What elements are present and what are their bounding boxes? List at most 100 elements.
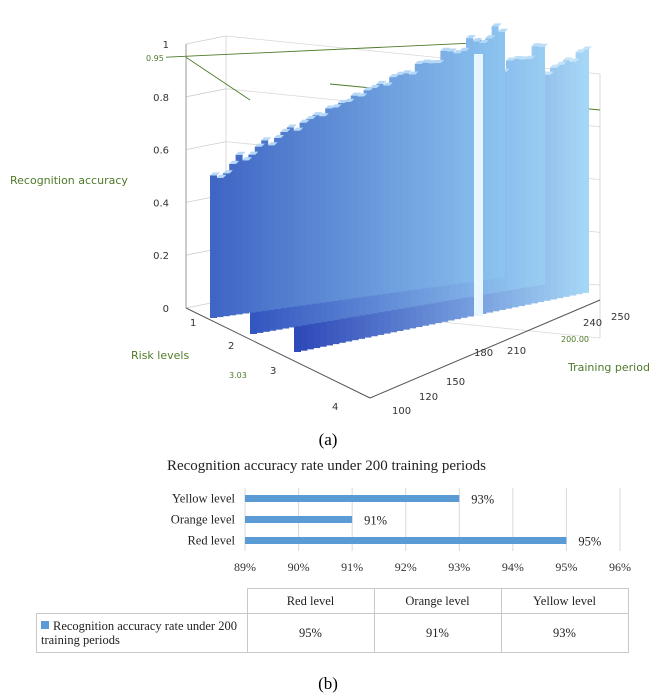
column-top xyxy=(569,58,580,62)
column-bar xyxy=(267,145,275,310)
table-value-orange: 91% xyxy=(373,613,502,653)
annotation-line xyxy=(165,42,471,58)
column-bar xyxy=(312,115,320,304)
period-tick-label: 180 xyxy=(474,348,493,359)
annotation-line xyxy=(185,56,251,101)
chart-data-table: Red level Orange level Yellow level Reco… xyxy=(36,588,629,653)
column-top xyxy=(370,84,380,88)
bar xyxy=(245,516,353,523)
data-label: 93% xyxy=(471,493,494,507)
column-top xyxy=(210,172,220,176)
column-top xyxy=(267,142,278,146)
period-tick-label: 240 xyxy=(583,318,602,329)
column-top xyxy=(254,143,265,147)
column-top xyxy=(248,151,259,155)
risk-tick-label: 4 xyxy=(332,402,338,413)
column-top xyxy=(389,74,400,78)
column-top xyxy=(293,127,304,131)
risk-tick-label: 1 xyxy=(190,318,196,329)
column-bar xyxy=(466,38,473,283)
table-series-name: Recognition accuracy rate under 200 trai… xyxy=(36,613,248,653)
chart-title: Recognition accuracy rate under 200 trai… xyxy=(166,458,487,474)
column-top xyxy=(363,87,374,91)
column-top xyxy=(575,49,586,53)
gridline xyxy=(185,141,227,150)
column-bar xyxy=(440,50,448,286)
legend-key xyxy=(41,621,49,629)
column-top xyxy=(472,38,483,42)
column-bar xyxy=(344,101,352,300)
column-top xyxy=(427,60,438,64)
column-bar xyxy=(306,119,313,305)
category-label: Orange level xyxy=(171,513,236,527)
column-top xyxy=(582,46,592,50)
column-top xyxy=(331,104,342,108)
column-bar xyxy=(491,26,499,279)
column-top xyxy=(216,174,227,178)
column-bar xyxy=(338,102,345,301)
column-bar xyxy=(556,64,564,299)
table-series-label: Recognition accuracy rate under 200 trai… xyxy=(41,619,237,647)
category-label: Red level xyxy=(187,534,235,548)
gridline xyxy=(185,88,227,98)
x-tick-label: 94% xyxy=(502,560,524,574)
x-tick-label: 93% xyxy=(448,560,470,574)
z-axis-title: Recognition accuracy xyxy=(10,174,128,187)
x-tick-label: 96% xyxy=(609,560,631,574)
column-top xyxy=(344,98,355,102)
column-bar xyxy=(242,160,249,314)
column-top xyxy=(325,105,336,109)
gridline xyxy=(185,35,227,45)
column-bar xyxy=(376,83,384,295)
column-bar xyxy=(357,96,365,298)
column-bar xyxy=(216,177,224,318)
column-top xyxy=(446,48,457,52)
column-top xyxy=(382,82,393,86)
column-bar xyxy=(261,140,269,311)
z-tick-label: 1 xyxy=(163,40,169,51)
annotation-303: 3.03 xyxy=(229,371,247,380)
column-top xyxy=(395,71,406,75)
column-bar xyxy=(408,74,416,291)
column-top xyxy=(556,61,567,65)
column-bar xyxy=(427,63,435,288)
period-tick-label: 100 xyxy=(392,406,411,417)
bar xyxy=(245,495,460,502)
column-bar xyxy=(498,31,505,278)
column-bar xyxy=(293,130,301,307)
column-bar xyxy=(318,116,326,303)
x-tick-label: 92% xyxy=(395,560,417,574)
z-tick-label: 0.4 xyxy=(153,198,169,209)
x-tick-label: 95% xyxy=(555,560,577,574)
column-top xyxy=(274,135,284,139)
z-tick-label: 0.2 xyxy=(153,251,169,262)
chart-horizontal-bar: 89% 90% 91% 92% 93% 94% 95% 96% Yellow level 93% O… xyxy=(171,488,631,574)
column-top xyxy=(466,35,476,39)
column-bar xyxy=(254,146,262,312)
column-top xyxy=(459,47,470,51)
table-value-red: 95% xyxy=(246,613,375,653)
column-top xyxy=(242,157,252,161)
column-top xyxy=(453,50,464,54)
column-bar xyxy=(350,95,358,299)
column-bar xyxy=(543,74,551,301)
column-bar xyxy=(286,127,294,308)
table-header-red: Red level xyxy=(246,588,375,614)
data-label: 91% xyxy=(364,514,387,528)
column-bar xyxy=(325,108,333,302)
column-bar xyxy=(235,154,243,315)
column-bar xyxy=(485,38,493,280)
column-bar xyxy=(525,58,533,287)
column-bar xyxy=(299,122,307,306)
column-bar xyxy=(395,74,403,292)
column-bar xyxy=(550,67,557,300)
column-top xyxy=(543,71,554,75)
risk-axis-line xyxy=(185,307,371,399)
risk-tick-label: 2 xyxy=(228,341,234,352)
column-bar xyxy=(582,49,589,293)
column-bar xyxy=(512,59,520,290)
bar xyxy=(245,537,567,544)
period-tick-label: 120 xyxy=(419,392,438,403)
column-top xyxy=(478,39,489,43)
column-bar xyxy=(402,73,409,292)
